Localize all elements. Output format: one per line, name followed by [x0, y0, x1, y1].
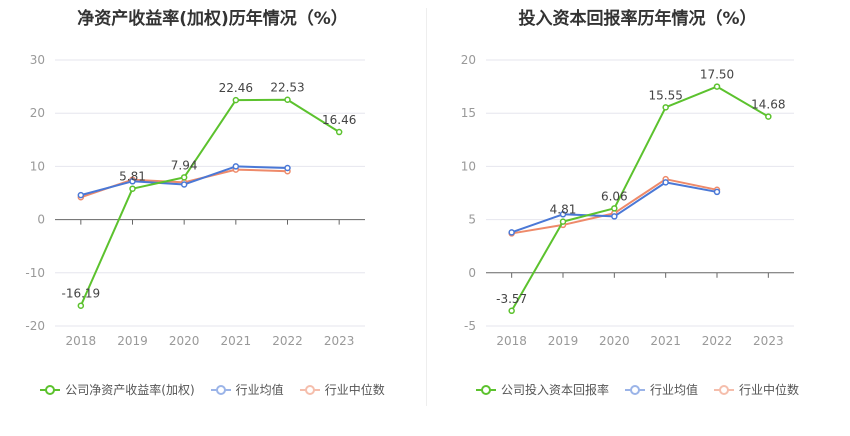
y-tick-label: -20 [25, 319, 45, 333]
legend-item-company-roe[interactable]: 公司净资产收益率(加权) [40, 381, 195, 398]
legend-label: 公司投入资本回报率 [500, 383, 609, 397]
x-tick-label: 2021 [221, 334, 252, 348]
panel-divider [426, 8, 427, 406]
company-series-line [510, 85, 769, 312]
legend-item-industry-median[interactable]: 行业中位数 [299, 381, 385, 398]
data-point[interactable] [662, 104, 669, 111]
legend-item-company-roic[interactable]: 公司投入资本回报率 [475, 381, 609, 398]
legend-line-marker-icon [475, 384, 496, 396]
legend-label: 行业中位数 [324, 383, 385, 397]
x-tick-label: 2021 [650, 334, 681, 348]
legend-item-industry-average[interactable]: 行业均值 [210, 381, 284, 398]
x-tick-label: 2022 [272, 334, 303, 348]
roe-chart-panel: 净资产收益率(加权)历年情况（%） -20 -10 0 10 20 30 2018 2019 2… [0, 9, 425, 398]
y-tick-label: 15 [461, 106, 476, 120]
legend-line-marker-icon [299, 384, 320, 396]
data-point[interactable] [232, 163, 240, 170]
x-tick-label: 2020 [599, 334, 630, 348]
legend-line-marker-icon [714, 384, 734, 396]
data-point[interactable] [559, 211, 567, 218]
y-tick-label: 10 [461, 159, 476, 173]
data-point[interactable] [335, 128, 343, 136]
data-point[interactable] [508, 229, 515, 236]
legend-label: 行业均值 [235, 383, 284, 397]
legend-line-marker-icon [624, 384, 645, 396]
data-point[interactable] [559, 218, 567, 225]
company-series-line [79, 98, 340, 307]
data-label: 22.46 [219, 81, 253, 95]
roic-chart-legend: 公司投入资本回报率 行业均值 行业中位数 [425, 381, 850, 398]
data-point[interactable] [765, 113, 772, 120]
x-tick-label: 2023 [753, 334, 784, 348]
data-label: 17.50 [700, 68, 734, 82]
legend-line-marker-icon [210, 384, 231, 396]
legend-label: 公司净资产收益率(加权) [65, 383, 195, 397]
x-tick-label: 2018 [496, 334, 527, 348]
data-point[interactable] [129, 178, 136, 185]
data-label: 15.55 [648, 88, 682, 102]
data-point[interactable] [284, 164, 291, 172]
data-label: -3.57 [496, 292, 527, 306]
legend-label: 行业中位数 [739, 383, 800, 397]
data-point[interactable] [180, 181, 188, 188]
data-point[interactable] [713, 83, 721, 90]
y-tick-label: -10 [25, 266, 45, 280]
data-point[interactable] [508, 307, 515, 315]
x-tick-label: 2020 [169, 334, 200, 348]
legend-item-industry-average[interactable]: 行业均值 [624, 381, 698, 398]
x-tick-label: 2019 [117, 334, 148, 348]
data-point[interactable] [611, 213, 618, 220]
y-tick-label: 0 [37, 213, 45, 227]
legend-item-industry-median[interactable]: 行业中位数 [714, 381, 799, 398]
y-tick-label: 10 [30, 159, 45, 173]
data-point[interactable] [77, 302, 85, 309]
roic-line-chart: -5 0 5 10 15 20 2018 2019 2020 2021 2022 2023 -3.57 4… [461, 53, 794, 348]
roe-line-chart: -20 -10 0 10 20 30 2018 2019 2020 2021 2022 2023 -16… [25, 53, 365, 348]
y-tick-label: 30 [30, 53, 45, 67]
x-tick-label: 2019 [548, 334, 579, 348]
data-point[interactable] [232, 96, 240, 104]
y-tick-label: 20 [461, 53, 476, 67]
legend-line-marker-icon [40, 384, 61, 396]
y-tick-label: 20 [30, 106, 45, 120]
data-point[interactable] [284, 96, 291, 103]
data-label: 14.68 [751, 98, 785, 112]
roic-chart-panel: 投入资本回报率历年情况（%） -5 0 5 10 15 20 2018 2019 2020 202… [425, 0, 850, 436]
x-tick-label: 2023 [324, 334, 355, 348]
roe-chart-title: 净资产收益率(加权)历年情况（%） [77, 9, 348, 29]
data-label: 7.94 [171, 158, 198, 172]
y-tick-label: 0 [468, 266, 476, 280]
y-tick-label: 5 [468, 213, 476, 227]
y-tick-label: -5 [464, 319, 476, 333]
x-tick-label: 2018 [66, 334, 97, 348]
data-point[interactable] [611, 205, 618, 212]
data-label: 4.81 [550, 203, 577, 217]
data-label: 6.06 [601, 189, 628, 203]
roe-chart-legend: 公司净资产收益率(加权) 行业均值 行业中位数 [0, 381, 425, 398]
data-point[interactable] [180, 174, 188, 181]
data-point[interactable] [713, 188, 721, 196]
legend-label: 行业均值 [649, 383, 698, 397]
data-label: 16.46 [322, 113, 356, 127]
data-label: 22.53 [270, 81, 304, 95]
data-point[interactable] [77, 191, 85, 199]
roic-chart-title: 投入资本回报率历年情况（%） [518, 9, 757, 29]
x-tick-label: 2022 [702, 334, 733, 348]
data-point[interactable] [129, 185, 136, 192]
data-label: 5.81 [119, 170, 146, 184]
data-label: -16.19 [61, 287, 100, 301]
data-point[interactable] [662, 179, 669, 186]
